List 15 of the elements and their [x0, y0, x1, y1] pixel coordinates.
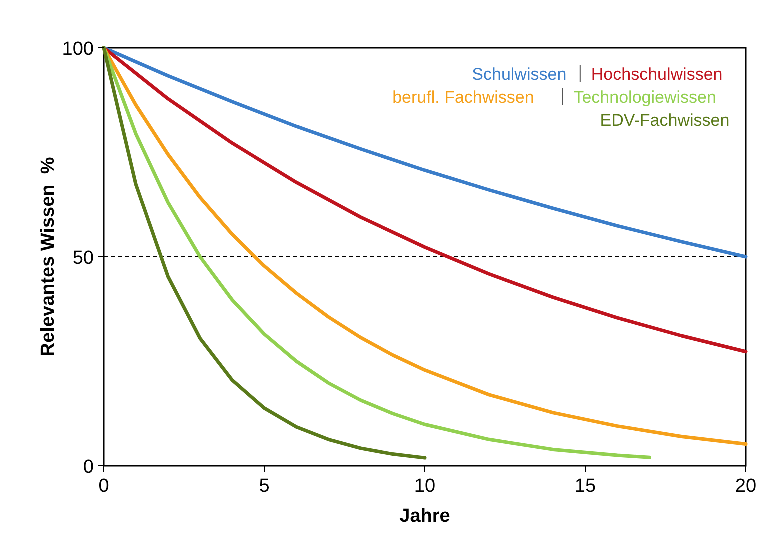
x-tick-label: 5	[259, 476, 270, 497]
x-axis-title: Jahre	[400, 506, 450, 527]
y-tick-label: 0	[83, 457, 94, 478]
y-tick-label: 100	[62, 39, 94, 60]
text: Hochschulwissen	[591, 65, 723, 84]
x-tick-label: 20	[735, 476, 757, 497]
text: berufl. Fachwissen	[392, 88, 534, 107]
text: Technologiewissen	[574, 88, 716, 107]
text: EDV-Fachwissen	[600, 111, 730, 130]
x-tick-label: 0	[98, 476, 110, 497]
text: Schulwissen	[472, 65, 567, 84]
y-tick-label: 50	[72, 248, 94, 269]
x-tick-label: 15	[574, 476, 596, 497]
y-axis-title: Relevantes Wissen %	[38, 157, 59, 357]
x-tick-label: 10	[414, 476, 436, 497]
